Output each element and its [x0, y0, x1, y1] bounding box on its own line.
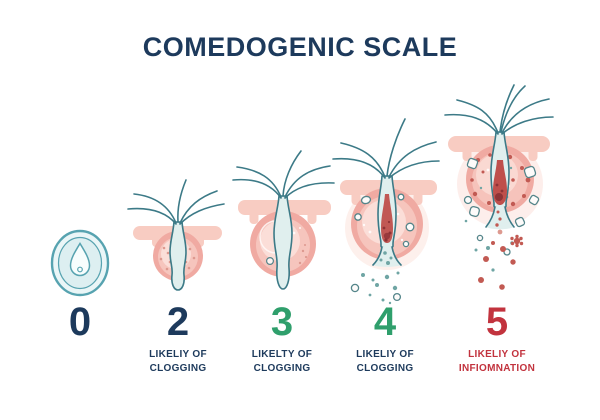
sebum-dots: [266, 227, 308, 266]
scale-label-line1: LIKELIY OF: [468, 349, 526, 360]
scale-label-line2: INFIOMNATION: [458, 363, 536, 374]
bacteria-flower: [510, 234, 524, 248]
follicle-channel: [169, 221, 187, 291]
scale-label-3: LIKELTY OF CLOGGING: [222, 348, 342, 376]
droplet-icon: [69, 242, 91, 277]
scale-column-2: 2 LIKELIY OF CLOGGING: [118, 302, 238, 376]
clog-debris: [354, 193, 415, 248]
scale-label-2: LIKELIY OF CLOGGING: [118, 348, 238, 376]
hair-strands: [127, 179, 225, 225]
inflamed-plug: [381, 194, 393, 243]
infection-debris: [463, 153, 540, 207]
open-tail: [373, 247, 401, 267]
inflamed-pore-icon: [444, 84, 554, 290]
page-title: COMEDOGENIC SCALE: [142, 32, 458, 62]
hair-strands: [332, 118, 440, 179]
heavily-clogged-pore-icon: [332, 118, 440, 305]
scale-number-5: 5: [485, 300, 509, 344]
leaking-debris: [350, 251, 402, 305]
scale-label-4: LIKELIY OF CLOGGING: [325, 348, 445, 376]
hair-strands: [232, 150, 335, 199]
hair-strands: [444, 84, 554, 135]
scale-label-line1: LIKELIY OF: [149, 349, 207, 360]
scale-column-3: 3 LIKELTY OF CLOGGING: [222, 302, 342, 376]
scale-number-2: 2: [166, 300, 190, 344]
scale-label-line2: CLOGGING: [149, 363, 207, 374]
leaking-bacteria: [464, 206, 526, 290]
scale-label-line2: CLOGGING: [253, 363, 311, 374]
inflamed-plug: [493, 160, 507, 205]
slightly-clogged-pore-icon: [127, 179, 225, 291]
scale-label-5: LIKELIY OF INFIOMNATION: [437, 348, 557, 376]
scale-label-line2: CLOGGING: [356, 363, 414, 374]
scale-column-0: 0: [20, 302, 140, 362]
scale-column-4: 4 LIKELIY OF CLOGGING: [325, 302, 445, 376]
scale-column-5: 5 LIKELIY OF INFIOMNATION: [437, 302, 557, 376]
scale-number-0: 0: [68, 300, 92, 344]
scale-number-3: 3: [270, 300, 294, 344]
scale-number-4: 4: [373, 300, 397, 344]
follicle-channel: [273, 195, 293, 290]
clean-pore-droplet-icon: [50, 229, 110, 297]
scale-label-line1: LIKELIY OF: [356, 349, 414, 360]
moderately-clogged-pore-icon: [232, 150, 335, 290]
scale-label-line1: LIKELTY OF: [251, 349, 313, 360]
